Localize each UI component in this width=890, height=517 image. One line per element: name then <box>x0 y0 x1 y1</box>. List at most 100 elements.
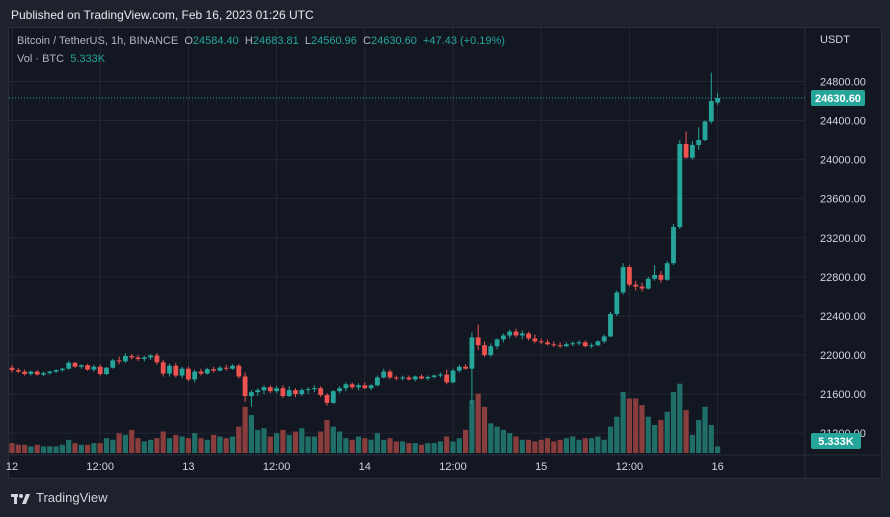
y-tick-label: 24000.00 <box>820 155 866 167</box>
candle-body <box>236 365 242 377</box>
candle-body <box>507 331 513 336</box>
candle-body <box>230 365 235 369</box>
candle-body <box>167 365 172 374</box>
candle-body <box>513 331 519 336</box>
volume-bar <box>406 443 412 453</box>
volume-bar <box>400 441 406 453</box>
candle-body <box>501 335 506 340</box>
candle-body <box>387 371 393 378</box>
x-tick-label: 16 <box>711 461 723 473</box>
symbol-legend: Bitcoin / TetherUS, 1h, BINANCE O24584.4… <box>17 35 505 47</box>
volume-bar <box>53 446 59 453</box>
candle-body <box>463 366 468 369</box>
volume-bar <box>198 438 204 453</box>
volume-bar <box>570 436 576 453</box>
candle-body <box>601 336 607 342</box>
y-tick-label: 22400.00 <box>820 311 866 323</box>
candle-body <box>444 374 450 383</box>
candle-body <box>551 344 557 346</box>
volume-bar <box>286 434 292 453</box>
tradingview-footer[interactable]: TradingView <box>11 490 108 505</box>
candle-body <box>494 339 500 347</box>
volume-bar <box>607 426 614 453</box>
x-tick-label: 14 <box>359 461 371 473</box>
volume-bar <box>261 428 267 453</box>
candle-body <box>261 387 267 391</box>
candle-body <box>186 368 191 380</box>
volume-bar <box>481 406 488 453</box>
y-tick-label: 24800.00 <box>820 76 866 88</box>
volume-bar <box>305 436 311 453</box>
high-value: 24683.81 <box>252 35 299 47</box>
volume-bar <box>431 443 437 453</box>
candle-body <box>664 263 670 280</box>
candle-body <box>47 371 53 374</box>
volume-bar <box>450 441 456 453</box>
volume-bar <box>488 423 494 453</box>
candle-body <box>362 385 368 389</box>
volume-bar <box>255 429 261 453</box>
x-tick-label: 12:00 <box>616 461 644 473</box>
candle-body <box>488 346 494 355</box>
volume-bar <box>91 443 97 453</box>
last-price-tag-text: 24630.60 <box>815 93 861 105</box>
y-tick-label: 23200.00 <box>820 233 866 245</box>
candle-body <box>652 274 657 279</box>
volume-bar <box>689 434 695 453</box>
candle-body <box>148 355 153 358</box>
close-label: C <box>363 35 371 47</box>
candle-body <box>116 360 122 362</box>
volume-bar <box>381 439 387 453</box>
chart-pane[interactable] <box>8 27 882 479</box>
candle-body <box>343 384 349 389</box>
volume-bar <box>589 438 595 453</box>
high-label: H <box>244 35 253 47</box>
volume-bar <box>526 439 532 453</box>
volume-bar <box>557 439 563 453</box>
volume-bar <box>318 431 324 453</box>
candle-body <box>66 362 72 369</box>
candle-body <box>425 376 431 379</box>
volume-bar <box>324 420 330 453</box>
volume-bar <box>85 444 91 453</box>
candle-body <box>337 388 342 392</box>
volume-bar <box>519 439 525 453</box>
volume-bar <box>708 424 714 453</box>
volume-bar <box>500 429 506 453</box>
volume-bar <box>173 434 179 453</box>
open-label: O <box>184 35 193 47</box>
candle-body <box>198 371 204 374</box>
candle-body <box>267 387 273 392</box>
candle-body <box>456 366 462 371</box>
volume-bar <box>475 393 481 453</box>
volume-bar <box>576 439 582 453</box>
candle-body <box>375 377 380 386</box>
symbol-name: Bitcoin / TetherUS, 1h, BINANCE <box>17 35 179 47</box>
candle-body <box>160 362 166 374</box>
volume-bar <box>343 438 349 453</box>
volume-bar <box>179 436 185 453</box>
candle-body <box>110 360 116 368</box>
volume-bar <box>494 426 500 453</box>
volume-bar <box>702 406 708 453</box>
candle-body <box>192 371 198 380</box>
candle-body <box>400 377 405 379</box>
candle-body <box>671 227 676 264</box>
volume-bar <box>614 416 620 453</box>
candle-body <box>519 333 525 336</box>
candle-body <box>576 342 582 344</box>
candle-body <box>211 369 216 371</box>
candle-body <box>595 341 601 346</box>
candle-body <box>173 365 179 376</box>
candle-body <box>627 267 632 285</box>
volume-bar <box>387 438 393 453</box>
volume-bar <box>425 443 431 453</box>
candle-body <box>217 367 223 371</box>
candle-body <box>129 355 135 358</box>
candle-body <box>438 374 443 376</box>
candle-body <box>179 368 185 376</box>
volume-bar <box>229 436 236 453</box>
tradingview-logo-text: TradingView <box>36 490 108 505</box>
volume-bar <box>299 428 305 453</box>
